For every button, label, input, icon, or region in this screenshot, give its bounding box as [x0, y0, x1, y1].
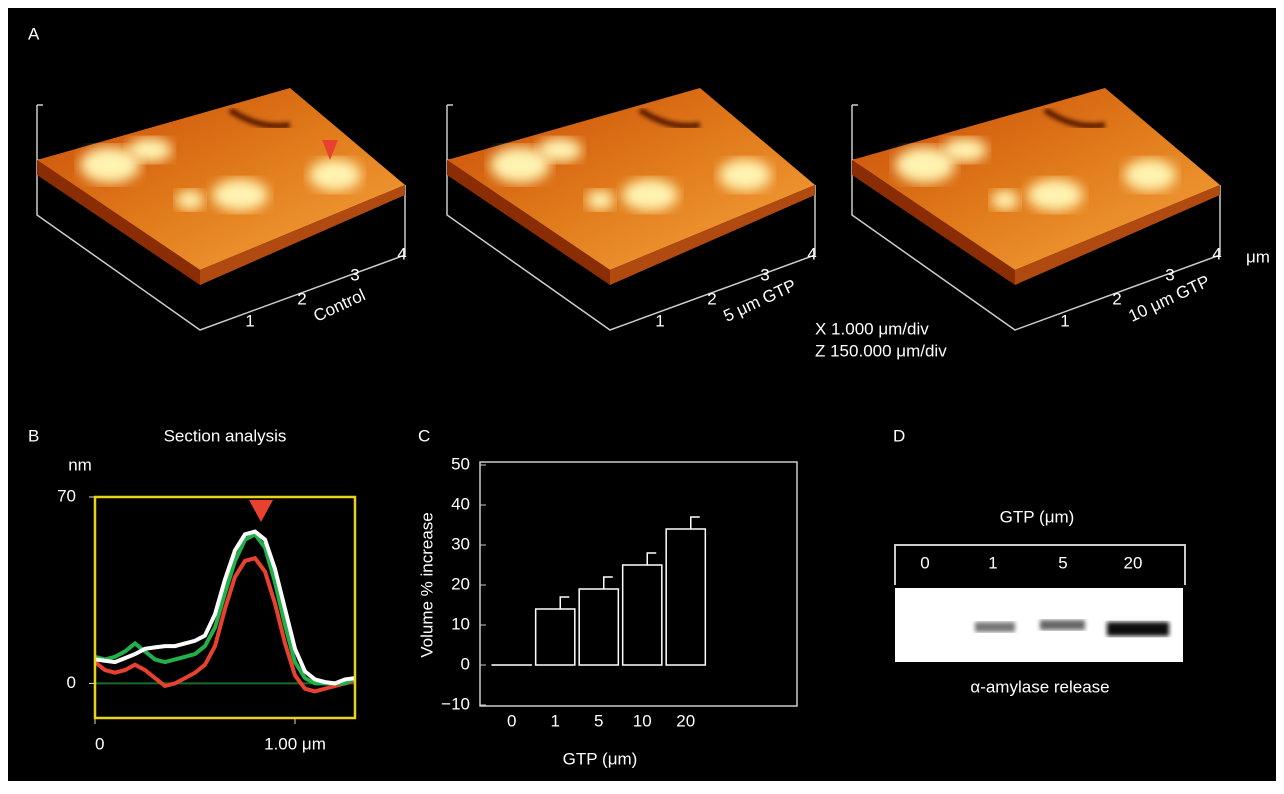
y-tick-label: 70 [57, 486, 76, 505]
gel-caption: α-amylase release [970, 677, 1109, 696]
axis-tick-label: 2 [707, 289, 716, 308]
y-tick-label: 10 [451, 614, 470, 633]
y-tick-label: 50 [451, 454, 470, 473]
y-tick-label: −10 [441, 694, 470, 713]
x-tick-label: 20 [676, 711, 695, 730]
surface-peak [1027, 179, 1083, 211]
surface-peak [128, 138, 172, 162]
axis-tick-label: 4 [397, 244, 406, 263]
axis-tick-label: 1 [1060, 311, 1069, 330]
y-tick-label: 30 [451, 534, 470, 553]
gel-band [975, 622, 1015, 632]
axis-tick-label: 3 [350, 265, 359, 284]
lane-label: 1 [988, 553, 997, 572]
surface-peak [309, 159, 361, 191]
gel-title: GTP (μm) [1000, 507, 1075, 526]
y-axis-label: nm [68, 455, 92, 474]
surface-peak [991, 190, 1019, 210]
x-tick-label: 1.00 μm [264, 734, 326, 753]
figure: A X 1.000 μm/div Z 150.000 μm/div μm D G… [0, 0, 1284, 789]
axis-tick-label: 3 [760, 265, 769, 284]
scale-text: X 1.000 μm/div [815, 319, 929, 338]
panel-label: D [893, 426, 905, 445]
gel-band [1040, 620, 1085, 630]
surface-peak [943, 138, 987, 162]
axis-tick-label: 3 [1165, 265, 1174, 284]
x-tick-label: 5 [594, 711, 603, 730]
y-tick-label: 0 [461, 654, 470, 673]
unit-label: μm [1246, 247, 1270, 266]
chart-title: Section analysis [164, 426, 287, 445]
scale-text: Z 150.000 μm/div [815, 341, 947, 360]
x-tick-label: 10 [633, 711, 652, 730]
panel-label: B [28, 426, 39, 445]
x-axis-label: GTP (μm) [563, 749, 638, 768]
axis-tick-label: 4 [807, 244, 816, 263]
y-tick-label: 40 [451, 494, 470, 513]
surface-peak [586, 190, 614, 210]
lane-label: 5 [1058, 553, 1067, 572]
y-axis-label: Volume % increase [417, 512, 436, 658]
surface-peak [176, 190, 204, 210]
surface-peak [719, 159, 771, 191]
surface-peak [538, 138, 582, 162]
y-tick-label: 0 [67, 673, 76, 692]
panel-label: A [28, 24, 40, 43]
page: {"panel_a": {"label": "A", "surfaces": [… [0, 0, 1284, 794]
y-tick-label: 20 [451, 574, 470, 593]
axis-tick-label: 4 [1212, 244, 1221, 263]
axis-tick-label: 1 [655, 311, 664, 330]
x-tick-label: 0 [507, 711, 516, 730]
gel-band [1107, 622, 1169, 636]
lane-label: 20 [1124, 553, 1143, 572]
surface-peak [212, 179, 268, 211]
axis-tick-label: 1 [245, 311, 254, 330]
lane-label: 0 [920, 553, 929, 572]
panel-label: C [418, 426, 430, 445]
surface-peak [1124, 159, 1176, 191]
axis-tick-label: 2 [297, 289, 306, 308]
x-tick-label: 0 [95, 734, 104, 753]
axis-tick-label: 2 [1112, 289, 1121, 308]
surface-peak [622, 179, 678, 211]
x-tick-label: 1 [551, 711, 560, 730]
